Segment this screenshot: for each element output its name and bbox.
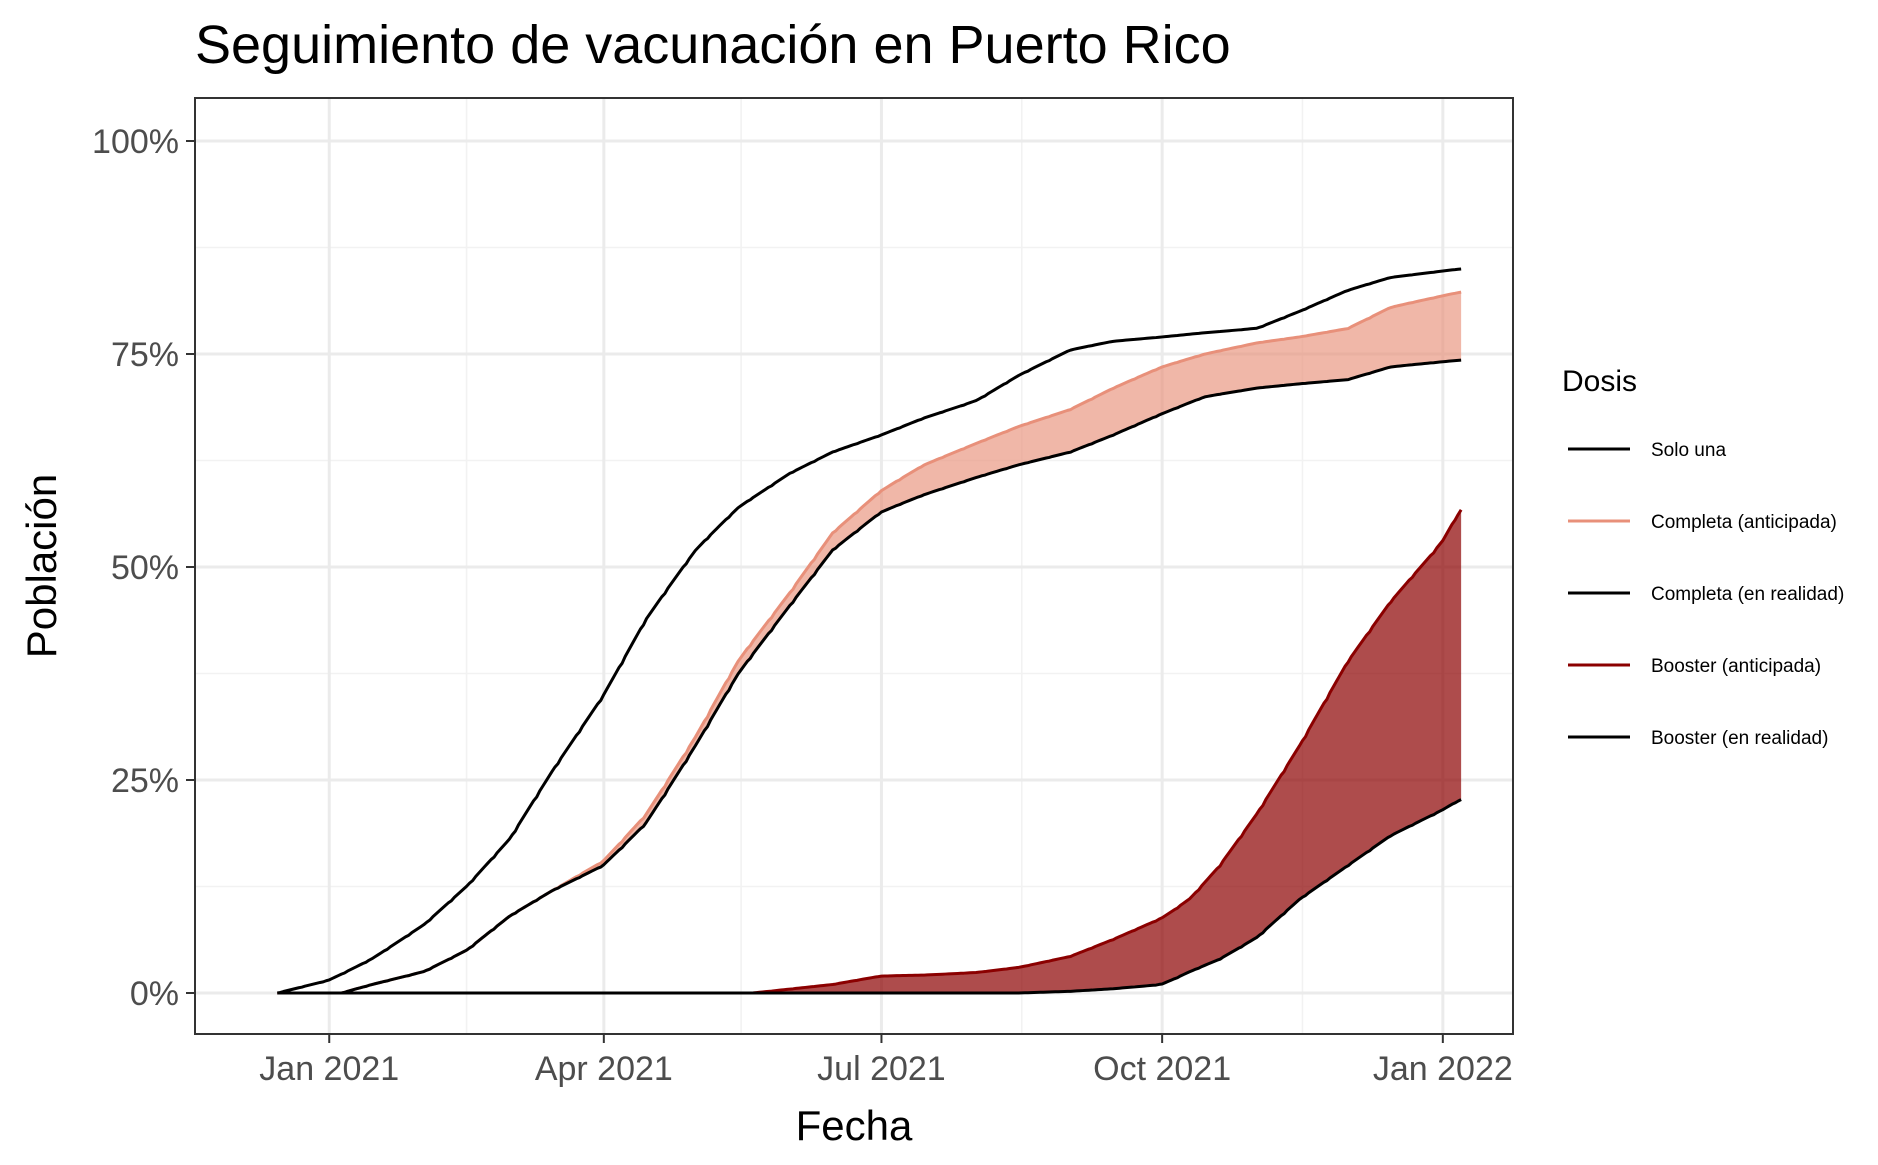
ribbon-0 xyxy=(277,292,1462,994)
x-axis-title: Fecha xyxy=(796,1102,913,1149)
y-tick-label-2: 50% xyxy=(111,549,179,587)
legend-label-4: Booster (en realidad) xyxy=(1651,728,1828,749)
x-axis: Jan 2021 Apr 2021 Jul 2021 Oct 2021 Jan 2022 xyxy=(259,1034,1513,1088)
y-tick-label-1: 25% xyxy=(111,762,179,800)
x-tick-label-2: Jul 2021 xyxy=(817,1050,946,1088)
x-tick-label-0: Jan 2021 xyxy=(259,1050,399,1088)
y-tick-label-4: 100% xyxy=(92,123,179,161)
legend-label-1: Completa (anticipada) xyxy=(1651,512,1837,533)
series-lines xyxy=(277,267,1463,995)
ribbons xyxy=(277,292,1462,994)
series-line-solo-una xyxy=(277,267,1462,995)
series-line-booster-en-realidad- xyxy=(277,798,1462,995)
y-tick-label-0: 0% xyxy=(130,975,179,1013)
y-axis-title: Población xyxy=(18,474,65,658)
x-tick-label-4: Jan 2022 xyxy=(1373,1050,1513,1088)
x-tick-label-1: Apr 2021 xyxy=(535,1050,673,1088)
legend: Dosis Solo una Completa (anticipada) Compl… xyxy=(1562,365,1844,749)
legend-label-2: Completa (en realidad) xyxy=(1651,584,1844,605)
legend-label-0: Solo una xyxy=(1651,440,1726,461)
legend-title: Dosis xyxy=(1562,365,1637,398)
legend-label-3: Booster (anticipada) xyxy=(1651,656,1821,677)
y-axis: 0% 25% 50% 75% 100% xyxy=(92,123,195,1013)
series-line-completa-en-realidad- xyxy=(277,358,1462,995)
x-tick-label-3: Oct 2021 xyxy=(1093,1050,1231,1088)
y-tick-label-3: 75% xyxy=(111,336,179,374)
chart-title: Seguimiento de vacunación en Puerto Rico xyxy=(195,15,1231,75)
